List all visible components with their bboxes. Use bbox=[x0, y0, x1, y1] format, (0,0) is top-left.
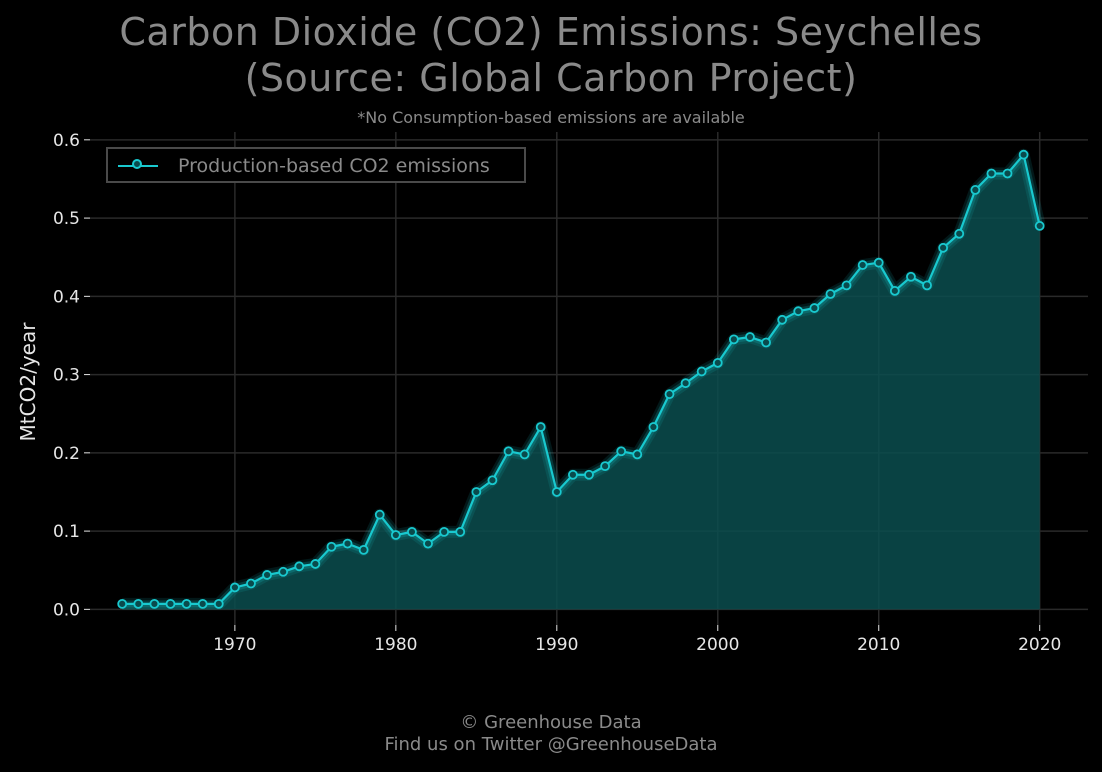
data-point bbox=[503, 446, 514, 457]
x-tick-label: 1970 bbox=[213, 635, 256, 655]
data-point bbox=[954, 228, 965, 239]
data-point bbox=[519, 449, 530, 460]
data-point bbox=[117, 598, 128, 609]
data-point bbox=[310, 559, 321, 569]
data-point bbox=[745, 332, 755, 342]
data-point bbox=[841, 280, 852, 291]
data-point bbox=[278, 566, 289, 577]
data-point bbox=[374, 509, 385, 520]
data-point bbox=[551, 487, 562, 497]
data-point bbox=[423, 538, 433, 549]
data-point bbox=[986, 168, 997, 179]
data-point bbox=[262, 570, 272, 580]
data-point bbox=[487, 475, 498, 486]
data-point bbox=[229, 582, 240, 593]
legend-label: Production-based CO2 emissions bbox=[178, 155, 490, 177]
data-point bbox=[246, 578, 256, 589]
y-tick-label: 0.1 bbox=[53, 522, 80, 542]
data-point bbox=[197, 598, 208, 609]
legend-marker-icon bbox=[132, 159, 142, 169]
data-point bbox=[165, 598, 176, 609]
x-tick-label: 1990 bbox=[535, 635, 578, 655]
data-point bbox=[358, 544, 369, 555]
y-axis-label: MtCO2/year bbox=[16, 322, 40, 442]
data-point bbox=[471, 487, 482, 497]
y-tick-label: 0.6 bbox=[53, 131, 80, 151]
series-line bbox=[122, 153, 1041, 605]
data-point bbox=[712, 357, 723, 368]
footer-copyright: © Greenhouse Data bbox=[460, 712, 642, 733]
data-point bbox=[181, 598, 192, 609]
y-tick-label: 0.3 bbox=[53, 366, 80, 386]
data-point bbox=[407, 526, 417, 537]
y-tick-label: 0.0 bbox=[53, 600, 80, 620]
data-point bbox=[600, 461, 610, 472]
series-area-fill bbox=[122, 154, 1040, 610]
data-point bbox=[664, 389, 675, 400]
data-point bbox=[390, 530, 401, 540]
legend: Production-based CO2 emissions bbox=[106, 147, 526, 183]
data-point bbox=[1034, 221, 1045, 231]
data-point bbox=[680, 378, 691, 389]
data-point bbox=[793, 306, 804, 317]
data-point bbox=[1018, 149, 1029, 160]
data-point bbox=[761, 337, 771, 348]
data-point bbox=[938, 242, 949, 253]
data-point bbox=[568, 469, 578, 480]
data-point bbox=[728, 334, 739, 345]
x-tick-label: 2010 bbox=[857, 635, 900, 655]
data-point bbox=[1002, 168, 1013, 179]
data-point bbox=[632, 449, 643, 460]
x-tick-label: 2020 bbox=[1018, 635, 1061, 655]
chart-subtitle: *No Consumption-based emissions are avai… bbox=[357, 108, 745, 127]
data-point bbox=[696, 366, 707, 377]
data-point bbox=[857, 260, 868, 270]
data-point bbox=[777, 314, 788, 325]
y-tick-label: 0.5 bbox=[53, 209, 80, 229]
data-point bbox=[535, 422, 546, 432]
y-tick-label: 0.4 bbox=[53, 287, 80, 307]
chart-title-line-1: Carbon Dioxide (CO2) Emissions: Seychell… bbox=[119, 10, 983, 54]
data-point bbox=[922, 280, 932, 291]
data-point bbox=[616, 446, 627, 457]
data-point bbox=[149, 598, 160, 609]
data-point bbox=[294, 561, 305, 572]
data-point bbox=[809, 303, 820, 313]
data-point bbox=[970, 185, 981, 195]
data-point bbox=[342, 538, 353, 549]
data-point bbox=[133, 598, 144, 609]
x-tick-label: 1980 bbox=[374, 635, 417, 655]
data-point bbox=[648, 422, 659, 432]
y-tick-label: 0.2 bbox=[53, 444, 80, 464]
data-point bbox=[213, 598, 224, 609]
data-point bbox=[825, 289, 836, 299]
data-point bbox=[889, 285, 900, 296]
data-point bbox=[584, 469, 594, 480]
chart-title-line-2: (Source: Global Carbon Project) bbox=[244, 56, 858, 100]
data-point bbox=[326, 541, 337, 552]
data-point bbox=[439, 526, 450, 537]
data-point bbox=[906, 271, 916, 282]
data-point bbox=[873, 257, 884, 268]
x-tick-label: 2000 bbox=[696, 635, 739, 655]
data-point bbox=[455, 526, 466, 537]
footer-twitter: Find us on Twitter @GreenhouseData bbox=[384, 734, 718, 755]
